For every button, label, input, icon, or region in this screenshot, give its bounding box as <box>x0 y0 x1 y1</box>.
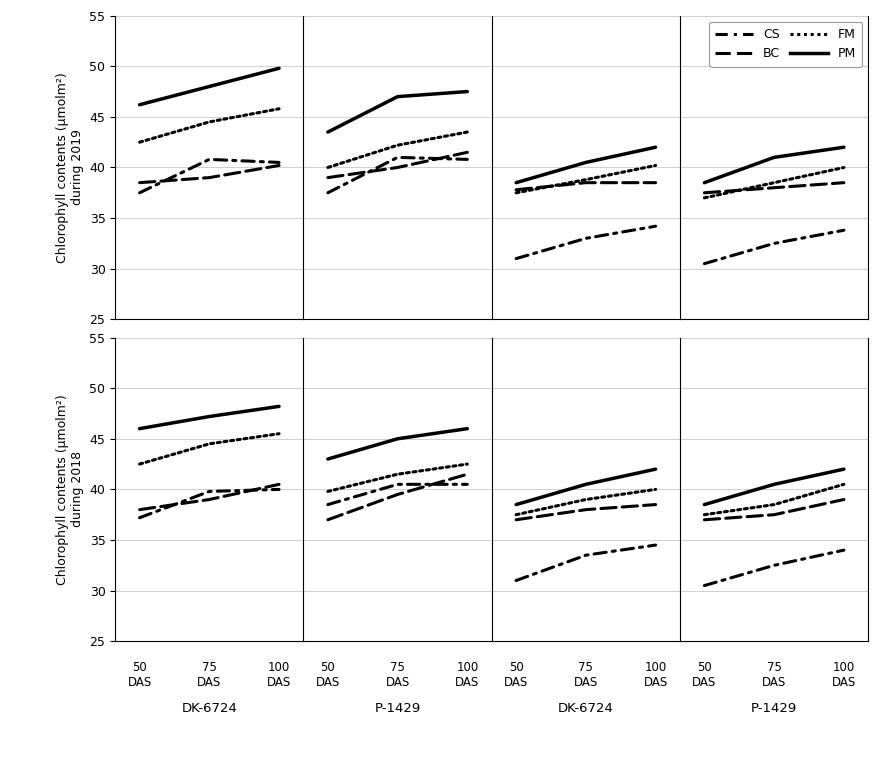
Y-axis label: Chlorophyll contents (μmolm²)
during 2019: Chlorophyll contents (μmolm²) during 201… <box>56 72 84 263</box>
Text: 100
DAS: 100 DAS <box>267 661 291 689</box>
Text: P-1429: P-1429 <box>375 702 421 716</box>
Text: 100
DAS: 100 DAS <box>643 661 668 689</box>
Text: 50
DAS: 50 DAS <box>692 661 717 689</box>
Text: P-1429: P-1429 <box>751 702 797 716</box>
Y-axis label: Chlorophyll contents (μmolm²)
during 2018: Chlorophyll contents (μmolm²) during 201… <box>56 394 84 585</box>
Legend: CS, BC, FM, PM: CS, BC, FM, PM <box>709 22 862 66</box>
Text: 75
DAS: 75 DAS <box>198 661 222 689</box>
Text: DK-6724: DK-6724 <box>558 702 614 716</box>
Text: 50
DAS: 50 DAS <box>128 661 152 689</box>
Text: 50
DAS: 50 DAS <box>504 661 528 689</box>
Text: 75
DAS: 75 DAS <box>762 661 786 689</box>
Text: DK-6724: DK-6724 <box>182 702 237 716</box>
Text: 100
DAS: 100 DAS <box>455 661 479 689</box>
Text: 75
DAS: 75 DAS <box>574 661 598 689</box>
Text: 75
DAS: 75 DAS <box>385 661 409 689</box>
Text: 50
DAS: 50 DAS <box>315 661 340 689</box>
Text: 100
DAS: 100 DAS <box>832 661 856 689</box>
